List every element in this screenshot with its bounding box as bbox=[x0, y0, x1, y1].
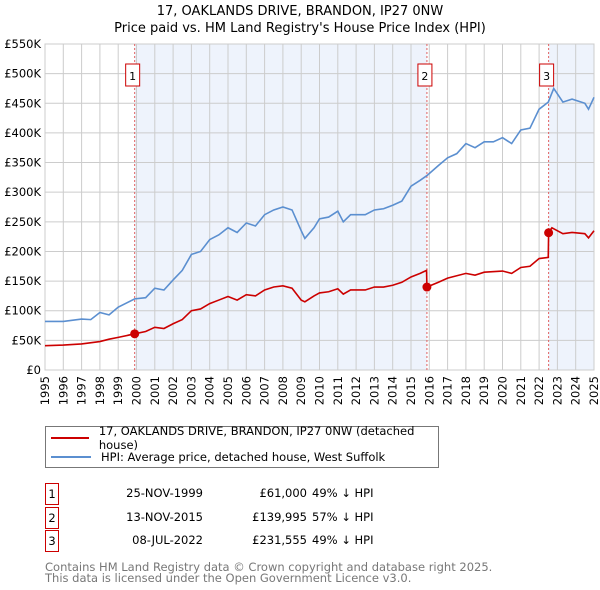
transaction-number: 2 bbox=[45, 507, 59, 529]
y-tick-label: £500K bbox=[4, 67, 41, 81]
x-tick-label: 2018 bbox=[459, 376, 473, 405]
transaction-number: 3 bbox=[45, 530, 59, 552]
transaction-price: £61,000 bbox=[259, 486, 307, 500]
sale-point bbox=[130, 329, 140, 339]
x-tick-label: 2025 bbox=[587, 376, 600, 405]
y-tick-label: £200K bbox=[4, 244, 41, 258]
sale-marker-box bbox=[539, 63, 555, 87]
transaction-number: 1 bbox=[45, 483, 59, 505]
x-tick-label: 2017 bbox=[441, 376, 455, 405]
x-tick-label: 2022 bbox=[532, 376, 546, 405]
y-tick-label: £250K bbox=[4, 215, 41, 229]
property-price-line bbox=[44, 226, 595, 347]
y-tick-label: £100K bbox=[4, 304, 41, 318]
y-tick-label: £400K bbox=[4, 126, 41, 140]
x-tick-label: 2006 bbox=[239, 376, 253, 405]
x-tick-label: 2024 bbox=[569, 376, 583, 405]
transaction-hpi-diff: 49% ↓ HPI bbox=[312, 486, 374, 500]
y-tick-label: £300K bbox=[4, 185, 41, 199]
shaded-period bbox=[548, 44, 594, 370]
x-tick-label: 2021 bbox=[514, 376, 528, 405]
x-tick-label: 2009 bbox=[294, 376, 308, 405]
legend-swatch-property bbox=[51, 437, 89, 439]
x-tick-label: 2005 bbox=[221, 376, 235, 405]
x-tick-label: 2019 bbox=[477, 376, 491, 405]
x-tick-label: 2013 bbox=[367, 376, 381, 405]
footer-licence: This data is licensed under the Open Gov… bbox=[45, 571, 412, 585]
transaction-date: 08-JUL-2022 bbox=[132, 533, 203, 547]
x-tick-label: 2007 bbox=[258, 376, 272, 405]
transaction-price: £231,555 bbox=[252, 533, 307, 547]
hpi-line bbox=[45, 86, 595, 323]
x-tick-label: 2020 bbox=[496, 376, 510, 405]
y-tick-label: £50K bbox=[12, 333, 42, 347]
transaction-row: 3 08-JUL-2022 £231,555 49% ↓ HPI bbox=[45, 530, 545, 552]
x-tick-label: 2023 bbox=[550, 376, 564, 405]
sale-point bbox=[422, 282, 432, 292]
transaction-row: 1 25-NOV-1999 £61,000 49% ↓ HPI bbox=[45, 483, 545, 505]
sale-marker-label: 2 bbox=[421, 70, 428, 83]
x-tick-label: 2014 bbox=[386, 376, 400, 405]
transaction-date: 25-NOV-1999 bbox=[126, 486, 203, 500]
transaction-price: £139,995 bbox=[252, 510, 307, 524]
x-tick-label: 1995 bbox=[38, 376, 52, 405]
sale-marker-label: 3 bbox=[543, 70, 550, 83]
x-tick-label: 2003 bbox=[184, 376, 198, 405]
sale-marker-box bbox=[125, 63, 141, 87]
x-tick-label: 2002 bbox=[166, 376, 180, 405]
x-tick-label: 2012 bbox=[349, 376, 363, 405]
legend-item-property: 17, OAKLANDS DRIVE, BRANDON, IP27 0NW (d… bbox=[51, 424, 438, 452]
transaction-date: 13-NOV-2015 bbox=[126, 510, 203, 524]
x-tick-label: 2016 bbox=[422, 376, 436, 405]
x-tick-label: 2010 bbox=[313, 376, 327, 405]
x-tick-label: 2011 bbox=[331, 376, 345, 405]
chart-title: 17, OAKLANDS DRIVE, BRANDON, IP27 0NW bbox=[156, 4, 444, 19]
y-tick-label: £150K bbox=[4, 274, 41, 288]
transaction-row: 2 13-NOV-2015 £139,995 57% ↓ HPI bbox=[45, 507, 545, 529]
x-tick-label: 1999 bbox=[111, 376, 125, 405]
x-tick-label: 1997 bbox=[75, 376, 89, 405]
sale-marker-label: 1 bbox=[129, 70, 136, 83]
y-tick-label: £550K bbox=[4, 37, 41, 51]
legend-item-hpi: HPI: Average price, detached house, West… bbox=[51, 448, 385, 466]
x-tick-label: 2015 bbox=[404, 376, 418, 405]
price-chart: 1995 1996 1997 1998 1999 2000 2001 2002 2003 2004… bbox=[4, 37, 600, 405]
x-tick-label: 2001 bbox=[148, 376, 162, 405]
x-tick-label: 2000 bbox=[130, 376, 144, 405]
legend-label-hpi: HPI: Average price, detached house, West… bbox=[101, 450, 386, 464]
legend: 17, OAKLANDS DRIVE, BRANDON, IP27 0NW (d… bbox=[45, 424, 439, 468]
transaction-hpi-diff: 57% ↓ HPI bbox=[312, 510, 374, 524]
sale-marker-box bbox=[417, 63, 433, 87]
y-tick-label: £0 bbox=[26, 363, 41, 377]
x-tick-label: 2008 bbox=[276, 376, 290, 405]
x-tick-label: 2004 bbox=[203, 376, 217, 405]
legend-swatch-hpi bbox=[51, 456, 91, 458]
plot-border bbox=[44, 43, 595, 371]
y-tick-label: £450K bbox=[4, 96, 41, 110]
x-tick-label: 1998 bbox=[93, 376, 107, 405]
footer-copyright: Contains HM Land Registry data © Crown c… bbox=[45, 560, 493, 574]
x-tick-label: 1996 bbox=[56, 376, 70, 405]
y-tick-label: £350K bbox=[4, 156, 41, 170]
chart-subtitle: Price paid vs. HM Land Registry's House … bbox=[114, 21, 486, 36]
sale-point bbox=[544, 228, 554, 238]
transaction-hpi-diff: 49% ↓ HPI bbox=[312, 533, 374, 547]
legend-label-property: 17, OAKLANDS DRIVE, BRANDON, IP27 0NW (d… bbox=[98, 424, 415, 452]
